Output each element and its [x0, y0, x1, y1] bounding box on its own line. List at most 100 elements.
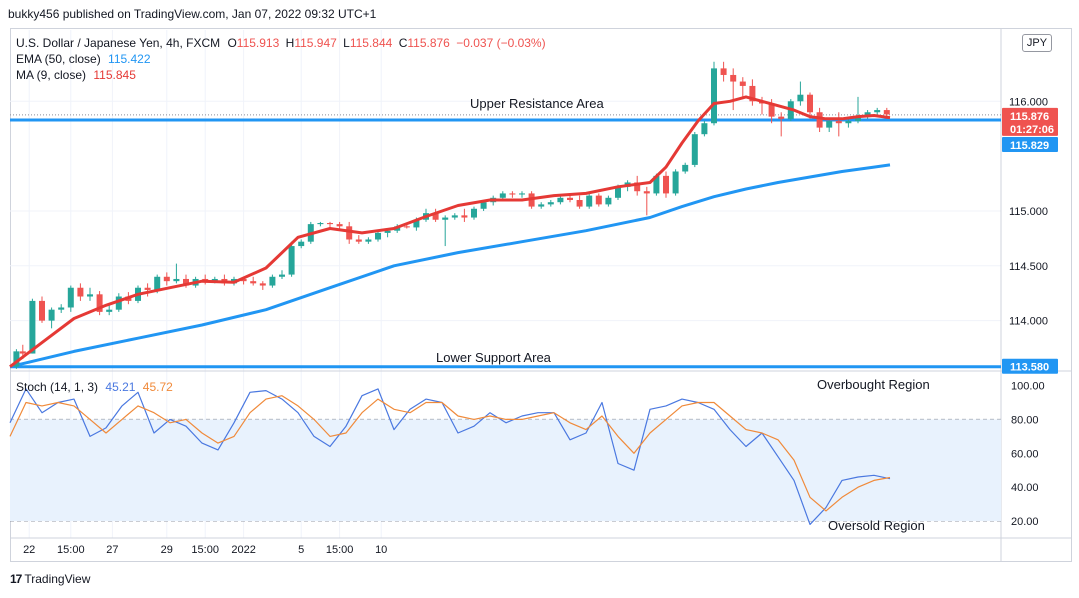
last-price-tag-text: 01:27:06 [1010, 124, 1054, 136]
candle-body [96, 294, 103, 312]
candle-body [701, 123, 708, 135]
candle-body [13, 351, 20, 367]
stoch-band-area [10, 419, 1001, 522]
candle-body [749, 85, 756, 102]
time-tick-label: 29 [161, 544, 173, 556]
tradingview-logo[interactable]: 17 TradingView [10, 572, 90, 586]
stoch-d-line [9, 395, 891, 512]
stoch-tick-label: 60.00 [1011, 448, 1039, 460]
candle-body [567, 197, 573, 200]
price-tick-label: 116.000 [1009, 96, 1048, 108]
publisher-line: bukky456 published on TradingView.com, J… [8, 7, 377, 21]
time-tick-label: 5 [298, 544, 304, 556]
ohlc-open: O115.913 [227, 36, 280, 50]
ohlc-close: C115.876 [398, 36, 450, 50]
candle-body [538, 204, 545, 207]
candle-body [39, 300, 45, 321]
candle-body [883, 110, 890, 115]
support-price-tag-text: 113.580 [1010, 362, 1049, 374]
candle-body [874, 110, 881, 113]
overbought-region-label: Overbought Region [817, 377, 930, 392]
candle-body [384, 230, 391, 233]
candle-body [672, 171, 679, 194]
tradingview-logo-icon: 17 [10, 572, 22, 586]
candle-body [711, 68, 717, 124]
lower-support-label: Lower Support Area [436, 350, 552, 365]
candle-body [87, 294, 93, 297]
candle-body [797, 94, 804, 102]
candle-body [365, 239, 372, 242]
stoch-legend: Stoch (14, 1, 3) 45.21 45.72 [16, 380, 173, 394]
candle-body [336, 224, 343, 227]
ohlc-change: −0.037 (−0.03%) [456, 36, 546, 50]
candle-body [845, 121, 852, 124]
price-tick-label: 115.000 [1009, 206, 1048, 218]
candle-body [615, 186, 621, 198]
candle-body [653, 175, 660, 194]
candle-body [471, 208, 477, 218]
candle-body [768, 103, 775, 117]
candle-body [346, 226, 353, 240]
time-tick-label: 15:00 [191, 544, 219, 556]
candle-body [29, 300, 36, 354]
candle-body [835, 121, 842, 124]
time-tick-label: 2022 [231, 544, 255, 556]
candle-body [240, 278, 247, 282]
candle-body [355, 239, 362, 242]
candle-body [663, 175, 669, 194]
candle-body [730, 74, 737, 82]
candle-body [519, 193, 525, 195]
time-tick-label: 22 [23, 544, 35, 556]
candle-body [106, 309, 113, 312]
candle-body [173, 278, 180, 282]
stoch-tick-label: 80.00 [1011, 414, 1039, 426]
candle-body [432, 213, 439, 220]
tradingview-logo-text: TradingView [24, 572, 91, 586]
resistance-price-tag-bg [1002, 137, 1058, 153]
stoch-k-value: 45.21 [105, 380, 136, 394]
candle-body [144, 287, 151, 290]
candle-body [595, 195, 602, 205]
candle-body [816, 112, 823, 128]
price-legend: U.S. Dollar / Japanese Yen, 4h, FXCM O11… [16, 36, 546, 50]
candle-body [317, 223, 324, 225]
price-tick-label: 114.000 [1009, 316, 1048, 328]
candle-body [375, 232, 381, 240]
candle-body [826, 121, 833, 128]
candle-body [115, 296, 122, 310]
candle-body [807, 94, 813, 113]
candle-body [855, 116, 861, 122]
candle-body [643, 191, 650, 194]
candle-body [298, 241, 305, 247]
candle-body [509, 193, 516, 195]
resistance-price-tag-text: 115.829 [1010, 140, 1049, 152]
candle-body [499, 193, 506, 198]
candle-body [250, 281, 257, 284]
candle-body [19, 351, 26, 354]
candle-body [211, 278, 218, 282]
stoch-tick-label: 40.00 [1011, 482, 1039, 494]
chart-frame [10, 28, 1072, 562]
last-price-tag-bg [1002, 107, 1058, 136]
ma-legend: MA (9, close) 115.845 [16, 68, 136, 82]
currency-badge[interactable]: JPY [1022, 34, 1052, 52]
upper-resistance-label: Upper Resistance Area [470, 96, 604, 111]
candle-body [461, 215, 468, 218]
ema-legend: EMA (50, close) 115.422 [16, 52, 151, 66]
ema-value: 115.422 [108, 52, 151, 66]
candle-body [739, 81, 746, 86]
ema-line [9, 163, 891, 369]
ma-line [9, 95, 891, 368]
candle-body [547, 202, 554, 205]
time-tick-label: 27 [106, 544, 118, 556]
candle-body [576, 200, 583, 207]
candle-body [77, 287, 84, 297]
candle-body [682, 164, 689, 172]
candle-body [691, 134, 698, 165]
time-tick-label: 15:00 [326, 544, 354, 556]
ma-value: 115.845 [93, 68, 136, 82]
oversold-region-label: Oversold Region [828, 518, 925, 533]
candle-body [154, 276, 161, 290]
support-price-tag-bg [1002, 358, 1058, 374]
